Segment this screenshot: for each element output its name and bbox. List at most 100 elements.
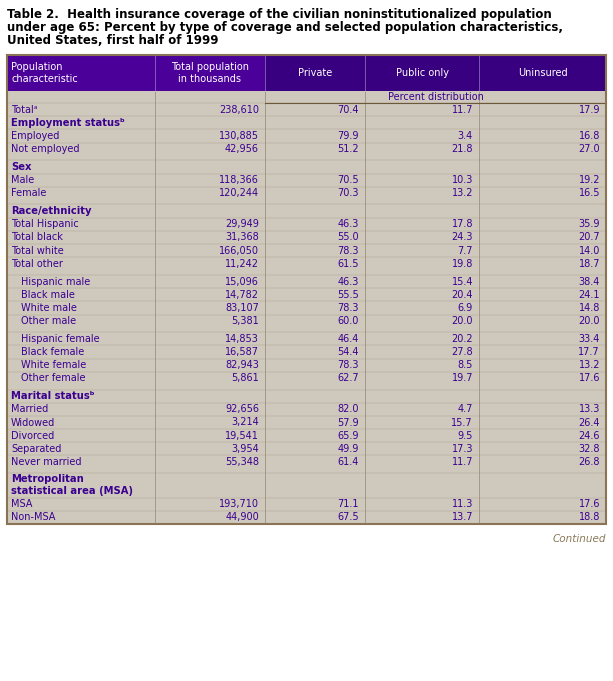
Text: Uninsured: Uninsured	[518, 68, 567, 78]
Text: 193,710: 193,710	[219, 499, 259, 509]
Text: 44,900: 44,900	[225, 512, 259, 522]
Text: Non-MSA: Non-MSA	[11, 512, 55, 522]
Text: 78.3: 78.3	[338, 360, 359, 370]
Text: Race/ethnicity: Race/ethnicity	[11, 206, 91, 216]
Text: Metropolitan
statistical area (MSA): Metropolitan statistical area (MSA)	[11, 475, 133, 496]
Text: 18.7: 18.7	[579, 259, 600, 269]
Bar	[7, 55, 265, 91]
Text: Public only: Public only	[395, 68, 449, 78]
Text: 32.8: 32.8	[579, 444, 600, 454]
Text: 18.8: 18.8	[579, 512, 600, 522]
Text: Private: Private	[298, 68, 332, 78]
Text: 78.3: 78.3	[338, 303, 359, 313]
Text: 13.3: 13.3	[579, 405, 600, 414]
Text: United States, first half of 1999: United States, first half of 1999	[7, 34, 218, 47]
Text: 15.4: 15.4	[452, 276, 473, 287]
Text: 19.8: 19.8	[452, 259, 473, 269]
Text: 92,656: 92,656	[225, 405, 259, 414]
Text: 19.7: 19.7	[452, 373, 473, 383]
Text: Sex: Sex	[11, 162, 31, 172]
Text: 11.7: 11.7	[452, 457, 473, 467]
Text: Table 2.  Health insurance coverage of the civilian noninstitutionalized populat: Table 2. Health insurance coverage of th…	[7, 8, 552, 21]
Text: 15.7: 15.7	[451, 417, 473, 428]
Text: Divorced: Divorced	[11, 430, 54, 441]
Text: Separated: Separated	[11, 444, 61, 454]
Text: 17.6: 17.6	[579, 499, 600, 509]
Text: Female: Female	[11, 189, 47, 198]
Text: 166,050: 166,050	[219, 246, 259, 255]
Text: Hispanic female: Hispanic female	[21, 334, 100, 344]
Text: 17.3: 17.3	[452, 444, 473, 454]
Text: 27.0: 27.0	[579, 144, 600, 154]
Text: 24.3: 24.3	[452, 232, 473, 242]
Text: 5,381: 5,381	[231, 316, 259, 326]
Text: 3,954: 3,954	[231, 444, 259, 454]
Text: 61.5: 61.5	[338, 259, 359, 269]
Text: Marital statusᵇ: Marital statusᵇ	[11, 391, 94, 401]
Text: 21.8: 21.8	[452, 144, 473, 154]
Text: Total Hispanic: Total Hispanic	[11, 219, 78, 229]
Text: 17.8: 17.8	[452, 219, 473, 229]
Text: 238,610: 238,610	[219, 105, 259, 114]
Text: 13.7: 13.7	[452, 512, 473, 522]
Text: 46.3: 46.3	[338, 276, 359, 287]
Text: Total black: Total black	[11, 232, 63, 242]
Text: 16,587: 16,587	[225, 347, 259, 357]
Text: Continued: Continued	[552, 534, 606, 544]
Text: 16.5: 16.5	[579, 189, 600, 198]
Bar	[7, 91, 606, 524]
Text: 57.9: 57.9	[337, 417, 359, 428]
Text: 55.0: 55.0	[337, 232, 359, 242]
Text: Other female: Other female	[21, 373, 85, 383]
Text: 20.2: 20.2	[451, 334, 473, 344]
Text: Widowed: Widowed	[11, 417, 55, 428]
Text: Never married: Never married	[11, 457, 82, 467]
Text: 130,885: 130,885	[219, 131, 259, 141]
Text: Percent distribution: Percent distribution	[387, 92, 484, 102]
Text: 55,348: 55,348	[225, 457, 259, 467]
Text: 49.9: 49.9	[338, 444, 359, 454]
Text: 14,782: 14,782	[225, 289, 259, 300]
Text: 46.4: 46.4	[338, 334, 359, 344]
Text: 14.8: 14.8	[579, 303, 600, 313]
Text: 10.3: 10.3	[452, 175, 473, 185]
Text: 70.3: 70.3	[338, 189, 359, 198]
Text: Not employed: Not employed	[11, 144, 80, 154]
Text: 61.4: 61.4	[338, 457, 359, 467]
Text: White female: White female	[21, 360, 86, 370]
Bar	[265, 55, 606, 91]
Text: 20.4: 20.4	[452, 289, 473, 300]
Text: 7.7: 7.7	[457, 246, 473, 255]
Text: 4.7: 4.7	[458, 405, 473, 414]
Bar	[7, 55, 606, 524]
Text: 15,096: 15,096	[225, 276, 259, 287]
Text: Total white: Total white	[11, 246, 64, 255]
Text: 71.1: 71.1	[338, 499, 359, 509]
Text: Other male: Other male	[21, 316, 76, 326]
Text: 38.4: 38.4	[579, 276, 600, 287]
Text: 17.9: 17.9	[579, 105, 600, 114]
Text: 17.7: 17.7	[579, 347, 600, 357]
Text: 78.3: 78.3	[338, 246, 359, 255]
Text: 35.9: 35.9	[579, 219, 600, 229]
Text: Employment statusᵇ: Employment statusᵇ	[11, 118, 125, 128]
Text: 3,214: 3,214	[231, 417, 259, 428]
Text: Black female: Black female	[21, 347, 84, 357]
Text: 11.3: 11.3	[452, 499, 473, 509]
Text: Employed: Employed	[11, 131, 59, 141]
Text: MSA: MSA	[11, 499, 32, 509]
Text: Total other: Total other	[11, 259, 63, 269]
Text: 14,853: 14,853	[225, 334, 259, 344]
Text: 31,368: 31,368	[225, 232, 259, 242]
Text: 46.3: 46.3	[338, 219, 359, 229]
Text: 120,244: 120,244	[219, 189, 259, 198]
Text: 70.5: 70.5	[337, 175, 359, 185]
Text: 26.4: 26.4	[579, 417, 600, 428]
Text: 33.4: 33.4	[579, 334, 600, 344]
Text: White male: White male	[21, 303, 77, 313]
Text: 19.2: 19.2	[579, 175, 600, 185]
Text: 20.0: 20.0	[452, 316, 473, 326]
Text: 29,949: 29,949	[225, 219, 259, 229]
Text: 8.5: 8.5	[458, 360, 473, 370]
Text: 6.9: 6.9	[458, 303, 473, 313]
